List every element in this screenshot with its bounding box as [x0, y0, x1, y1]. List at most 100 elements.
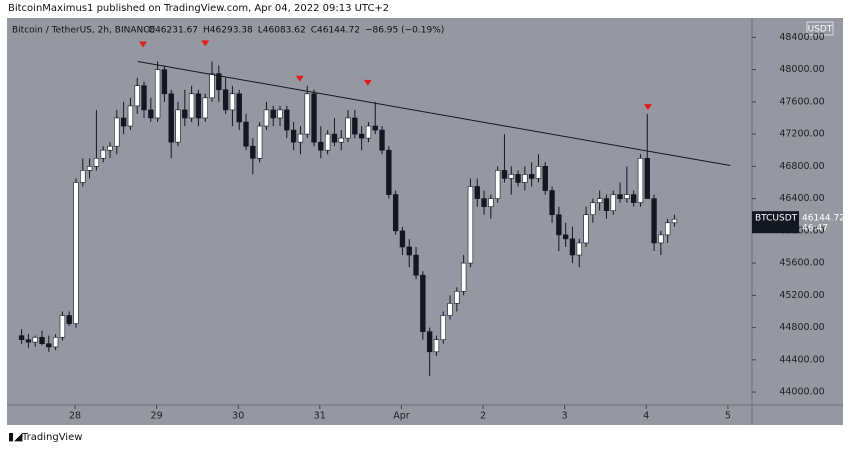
candle-body [134, 85, 140, 107]
candle-body [426, 331, 433, 353]
candle-body [93, 157, 100, 167]
candle-body [229, 93, 236, 111]
ohlc-label: C46144.72 [311, 26, 360, 36]
candle-body [18, 335, 25, 340]
y-tick-label: 46400.00 [779, 193, 824, 204]
y-tick-label: 45600.00 [779, 258, 824, 269]
candle-body [542, 166, 548, 191]
candle-body [467, 186, 474, 264]
candle-body [270, 109, 276, 119]
candle-body [161, 69, 168, 95]
candle-body [338, 137, 344, 143]
y-tick-label: 47200.00 [779, 129, 824, 140]
candle-body [297, 133, 304, 143]
candle-body [562, 234, 569, 240]
candle-body [100, 149, 106, 159]
candle-body [413, 254, 419, 276]
tv-logo: ▮◢ [8, 430, 23, 443]
candle-body [277, 109, 283, 119]
candle-body [549, 190, 555, 216]
candle-body [250, 145, 256, 159]
candle-body [66, 315, 72, 324]
y-tick-label: 48000.00 [779, 64, 824, 75]
x-tick-label: 3 [562, 411, 568, 422]
candle-body [120, 117, 127, 127]
candle-body [222, 89, 229, 111]
candle-body [318, 141, 324, 151]
candle-body [379, 129, 385, 151]
marker-arrow [363, 79, 372, 86]
candle-body [216, 73, 222, 91]
candle-body [515, 174, 521, 183]
candle-body [406, 246, 412, 256]
candle-body [494, 170, 501, 199]
candle-body [243, 121, 249, 147]
marker-arrow [643, 104, 652, 111]
candle-body [311, 93, 317, 143]
candle-body [440, 315, 446, 340]
candle-body [664, 222, 671, 236]
candle-body [420, 274, 426, 332]
y-tick-label: 44000.00 [779, 387, 824, 398]
price-label-value: 46144.72 [802, 214, 845, 224]
candle-body [345, 117, 351, 139]
ohlc-label: H46293.38 [203, 26, 253, 36]
candle-body [154, 69, 161, 119]
candle-body [46, 343, 52, 348]
candle-body [454, 291, 460, 304]
x-tick-label: 31 [314, 411, 326, 422]
candle-body [331, 133, 338, 143]
currency-box [806, 21, 834, 36]
ohlc-label: O46231.67 [148, 26, 198, 36]
candle-body [556, 214, 562, 236]
x-tick-label: 28 [69, 411, 81, 422]
candle-body [52, 336, 59, 348]
candle-body [86, 166, 93, 171]
candle-body [209, 73, 215, 99]
y-tick-label: 46000.00 [779, 225, 824, 236]
candle-body [358, 133, 365, 139]
candle-body [256, 125, 263, 159]
ohlc-label: L46083.62 [258, 26, 306, 36]
candle-body [290, 129, 297, 143]
y-tick-label: 44400.00 [779, 354, 824, 365]
candle-body [141, 85, 147, 111]
candle-body [433, 339, 440, 353]
candle-body [32, 336, 38, 343]
candle-body [671, 218, 678, 224]
y-tick-label: 44800.00 [779, 322, 824, 333]
candle-body [522, 174, 528, 183]
candle-body [535, 166, 542, 179]
price-label-timer: 46:47 [802, 224, 828, 234]
candle-body [637, 157, 644, 203]
candle-body [236, 93, 242, 123]
y-tick-label: 46800.00 [779, 161, 824, 172]
candle-body [528, 174, 535, 179]
candle-body [148, 109, 154, 119]
candle-body [481, 198, 487, 207]
chart-panel [7, 18, 843, 425]
candle-body [630, 194, 637, 203]
candle-body [583, 214, 589, 244]
candle-body [365, 125, 372, 139]
candle-body [114, 117, 120, 147]
candle-body [304, 93, 310, 135]
candle-body [488, 198, 494, 207]
currency: USDT [808, 25, 833, 35]
candle-body [39, 336, 45, 345]
candle-body [501, 170, 508, 179]
x-tick-label: 5 [725, 411, 731, 422]
candle-body [651, 198, 657, 244]
candle-body [460, 262, 467, 292]
candle-body [508, 174, 514, 179]
candle-body [569, 238, 576, 256]
candle-body [447, 303, 453, 316]
marker-arrow [295, 75, 304, 82]
symbol-info: Bitcoin / TetherUS, 2h, BINANCE [12, 26, 156, 36]
candle-body [590, 202, 596, 216]
trendline [137, 61, 731, 167]
candle-body [182, 109, 188, 119]
x-tick-label: 30 [232, 411, 244, 422]
candle-body [195, 93, 202, 119]
x-tick-label: Apr [393, 411, 410, 422]
